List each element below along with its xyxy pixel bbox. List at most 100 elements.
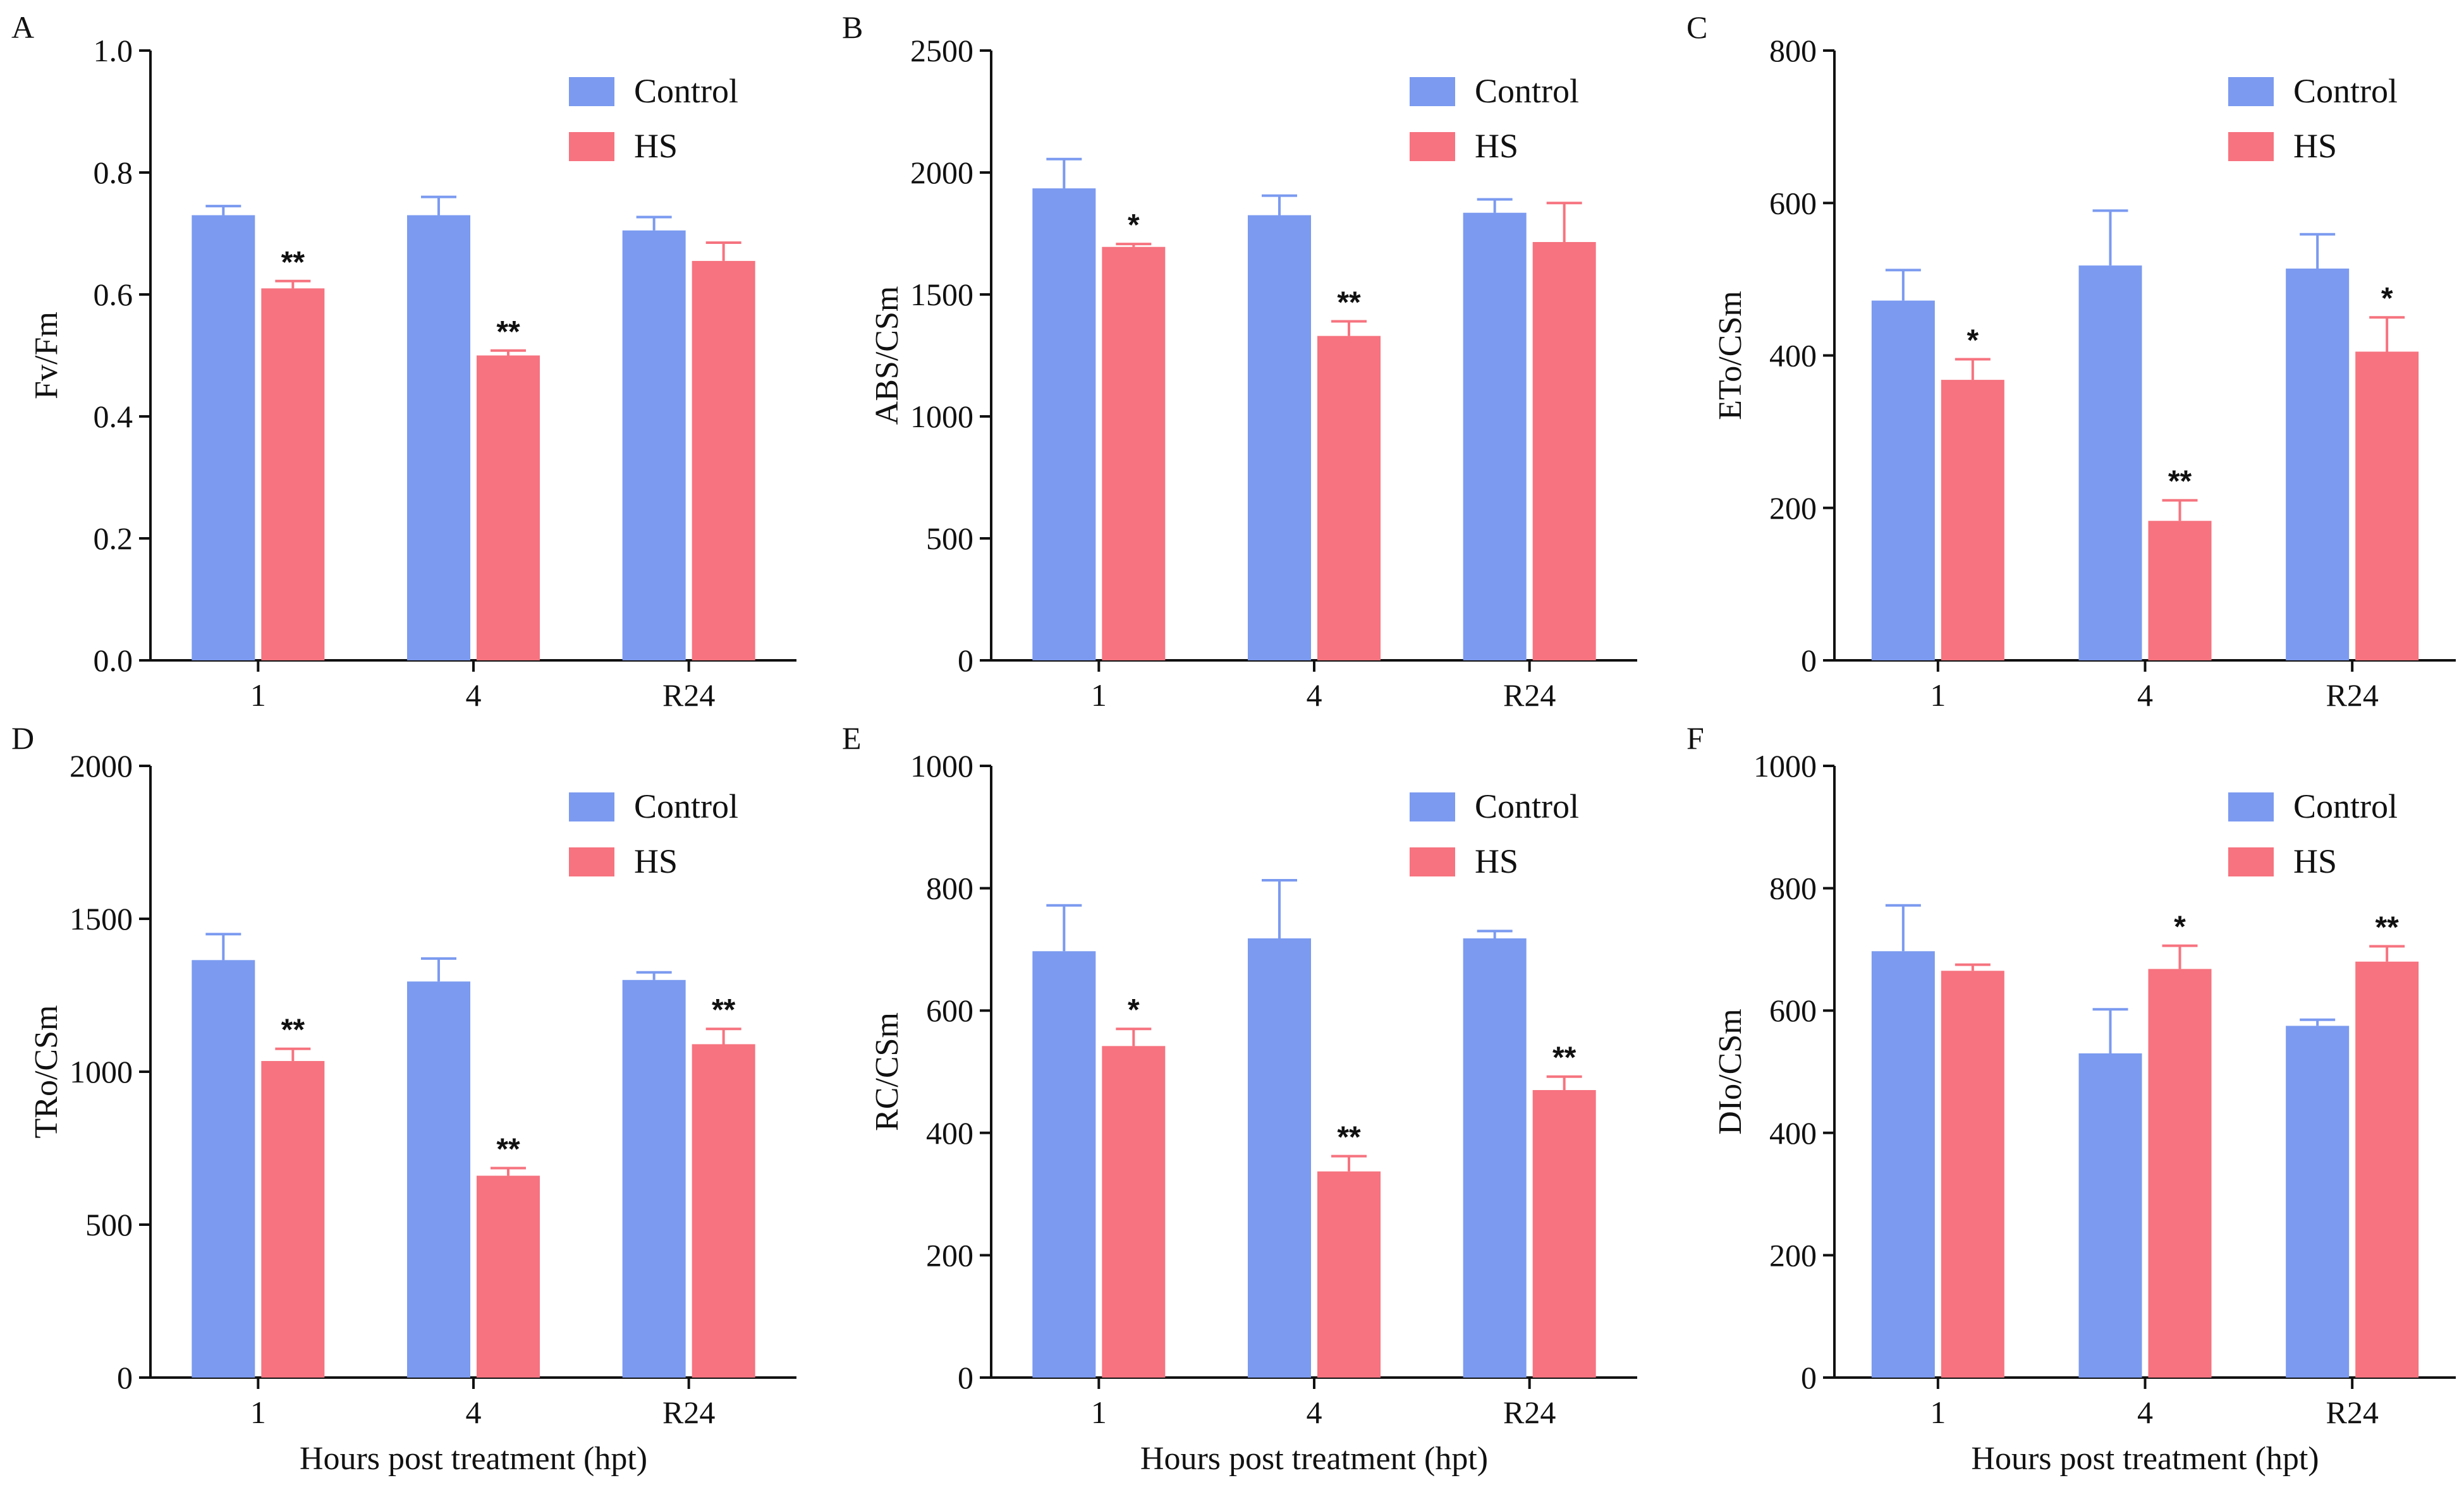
x-tick-label: 4	[1307, 1395, 1322, 1430]
y-tick-label: 200	[1769, 490, 1817, 526]
panel-letter: A	[11, 9, 34, 45]
x-tick-label: 4	[2137, 1395, 2153, 1430]
legend-label-control: Control	[2293, 72, 2398, 110]
y-tick-label: 1.0	[94, 33, 133, 68]
significance-marker: *	[1967, 324, 1979, 358]
bar-hs-r24	[2355, 351, 2419, 660]
error-bar-control-4	[421, 195, 456, 215]
error-bar-control-1	[205, 205, 241, 215]
y-tick-label: 400	[1769, 338, 1817, 373]
error-bar-control-4	[2092, 1008, 2128, 1053]
error-bar-control-4	[2092, 209, 2128, 266]
error-bar-hs-r24	[1546, 202, 1582, 243]
y-tick-label: 0.6	[94, 277, 133, 312]
significance-marker: *	[2381, 282, 2393, 315]
legend-swatch-hs	[2228, 132, 2274, 161]
bar-control-1	[192, 215, 255, 660]
bar-control-r24	[2286, 268, 2350, 660]
x-axis-label: Hours post treatment (hpt)	[1140, 1441, 1488, 1477]
bar-control-r24	[622, 230, 686, 660]
y-tick-label: 1000	[910, 399, 973, 434]
y-tick-label: 600	[1769, 185, 1817, 221]
y-tick-label: 1000	[70, 1054, 133, 1089]
bar-control-4	[407, 215, 470, 660]
significance-marker: **	[2168, 465, 2192, 499]
bar-control-r24	[1463, 938, 1527, 1378]
significance-marker: **	[281, 246, 305, 279]
y-tick-label: 800	[1769, 33, 1817, 68]
bar-hs-1	[1941, 380, 2004, 660]
error-bar-hs-r24	[2369, 316, 2405, 352]
error-bar-hs-4	[491, 349, 526, 356]
error-bar-control-r24	[2300, 1018, 2336, 1026]
y-tick-label: 0.0	[94, 643, 133, 678]
legend-label-control: Control	[2293, 787, 2398, 825]
y-tick-label: 0.4	[94, 399, 133, 434]
y-tick-label: 1000	[910, 748, 973, 784]
error-bar-control-r24	[1477, 930, 1513, 938]
bar-control-r24	[1463, 212, 1527, 660]
y-axis-label: TRo/CSm	[28, 1005, 64, 1139]
error-bar-control-r24	[636, 971, 672, 980]
legend-swatch-hs	[2228, 847, 2274, 876]
bar-control-4	[2078, 1053, 2142, 1378]
bar-hs-r24	[692, 260, 755, 660]
x-tick-label: 1	[250, 677, 266, 713]
bar-control-r24	[2286, 1026, 2350, 1378]
y-tick-label: 0	[958, 1360, 973, 1395]
bar-hs-1	[1102, 1046, 1166, 1378]
legend-swatch-control	[2228, 792, 2274, 821]
x-tick-label: 4	[2137, 677, 2153, 713]
legend-label-hs: HS	[634, 842, 678, 880]
y-tick-label: 200	[1769, 1237, 1817, 1273]
bar-hs-r24	[2355, 961, 2419, 1378]
y-tick-label: 600	[926, 993, 973, 1028]
error-bar-control-1	[1046, 904, 1082, 952]
y-axis-label: ETo/CSm	[1712, 291, 1748, 420]
bar-hs-4	[1317, 336, 1381, 660]
significance-marker: **	[1552, 1041, 1577, 1075]
significance-marker: **	[712, 993, 736, 1027]
bar-control-1	[1032, 951, 1096, 1378]
y-tick-label: 600	[1769, 993, 1817, 1028]
error-bar-control-4	[421, 957, 456, 982]
error-bar-hs-r24	[2369, 945, 2405, 962]
legend-label-hs: HS	[634, 127, 678, 165]
y-axis-label: Fv/Fm	[28, 312, 64, 399]
panel-letter: F	[1686, 720, 1704, 756]
significance-marker: *	[1128, 993, 1140, 1027]
y-tick-label: 1500	[70, 901, 133, 936]
chart-panel-d: D 0 500 1000 1500 2000 TRo/CSm 1 ** 4 ** R24 ** Hours…	[11, 720, 796, 1477]
error-bar-control-1	[1046, 157, 1082, 189]
significance-marker: *	[2174, 911, 2186, 944]
bar-hs-4	[2148, 521, 2212, 660]
error-bar-control-r24	[2300, 233, 2336, 269]
x-tick-label: 1	[1930, 677, 1946, 713]
legend-swatch-control	[569, 77, 614, 106]
panel-letter: B	[842, 9, 863, 45]
y-tick-label: 2500	[910, 33, 973, 68]
bar-control-4	[1248, 215, 1311, 660]
x-tick-label: 4	[466, 1395, 482, 1430]
x-axis-label: Hours post treatment (hpt)	[300, 1441, 647, 1477]
error-bar-control-1	[1885, 269, 1921, 301]
error-bar-hs-1	[275, 279, 311, 289]
y-tick-label: 2000	[910, 155, 973, 190]
legend-label-control: Control	[634, 787, 738, 825]
chart-panel-a: A 0.0 0.2 0.4 0.6 0.8 1.0 Fv/Fm 1 ** 4 ** R24 Control…	[11, 9, 796, 713]
bar-hs-4	[477, 1175, 540, 1378]
y-tick-label: 500	[85, 1207, 133, 1242]
significance-marker: **	[496, 315, 520, 349]
legend-label-control: Control	[1475, 787, 1579, 825]
chart-panel-c: C 0 200 400 600 800 ETo/CSm 1 * 4 ** R24 * Control HS	[1686, 9, 2456, 713]
significance-marker: **	[2375, 911, 2399, 945]
error-bar-hs-4	[491, 1167, 526, 1176]
error-bar-control-r24	[636, 215, 672, 231]
y-axis-label: RC/CSm	[869, 1012, 905, 1131]
x-tick-label: 4	[1307, 677, 1322, 713]
x-tick-label: R24	[1503, 1395, 1556, 1430]
legend-label-hs: HS	[1475, 127, 1518, 165]
bar-hs-1	[1941, 971, 2004, 1378]
bar-hs-r24	[1532, 242, 1596, 660]
error-bar-control-1	[205, 933, 241, 961]
